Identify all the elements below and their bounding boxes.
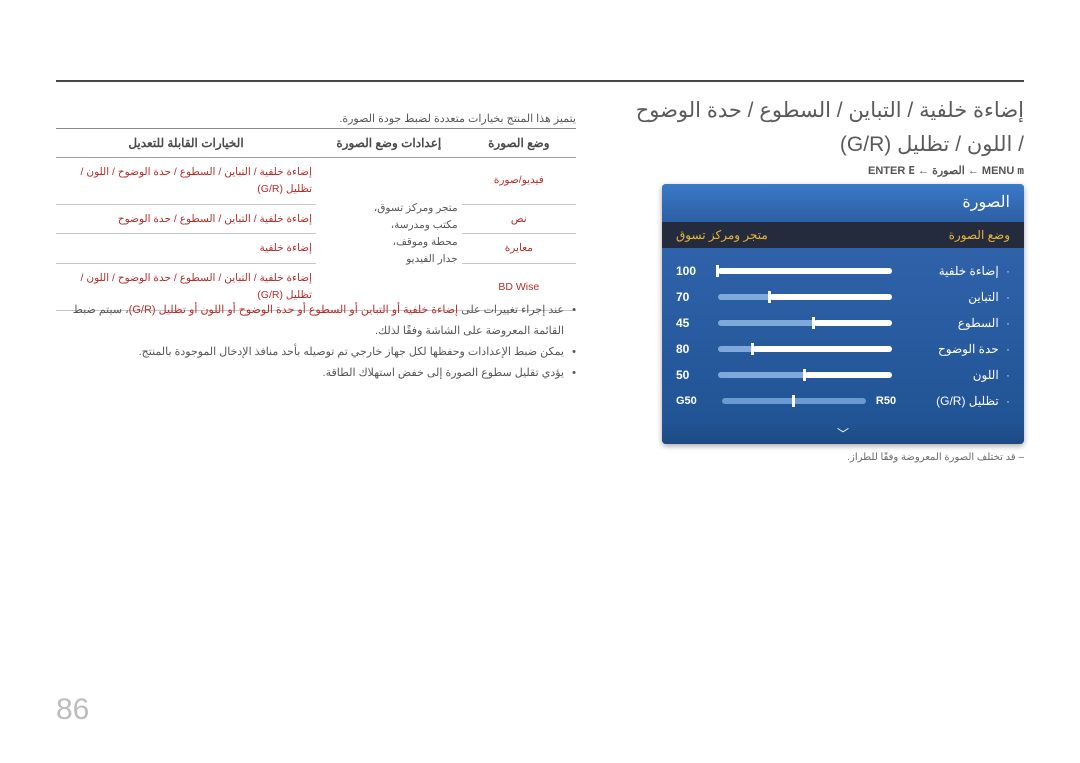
table-row: معايرة إضاءة خلفية <box>56 234 576 264</box>
options-table: وضع الصورة إعدادات وضع الصورة الخيارات ا… <box>56 128 576 311</box>
osd-row-value: 50 <box>676 368 718 382</box>
bc-menu-sym: m <box>1017 164 1024 177</box>
slider-track <box>718 320 892 326</box>
osd-slider-row[interactable]: · السطوع 45 <box>676 310 1010 336</box>
tint-g-label: G50 <box>676 395 718 407</box>
osd-row-label: · اللون <box>902 368 1010 382</box>
osd-slider[interactable] <box>718 290 892 304</box>
osd-row-value: 70 <box>676 290 718 304</box>
osd-slider[interactable] <box>718 316 892 330</box>
bc-menu: MENU <box>982 165 1014 177</box>
intro-text: يتميز هذا المنتج بخيارات متعددة لضبط جود… <box>56 112 576 125</box>
table-row: فيديو/صورةمتجر ومركز تسوق، مكتب ومدرسة، … <box>56 158 576 205</box>
section-title: إضاءة خلفية / التباين / السطوع / حدة الو… <box>654 94 1024 161</box>
osd-slider[interactable] <box>718 342 892 356</box>
osd-selected-row[interactable]: وضع الصورة متجر ومركز تسوق <box>662 222 1024 248</box>
osd-panel: الصورة وضع الصورة متجر ومركز تسوق · إضاء… <box>662 184 1024 444</box>
note-3: يؤدي تقليل سطوع الصورة إلى خفض استهلاك ا… <box>56 363 576 384</box>
osd-slider-row[interactable]: · اللون 50 <box>676 362 1010 388</box>
cell-options: إضاءة خلفية / التباين / السطوع / حدة الو… <box>56 204 316 234</box>
cell-options: إضاءة خلفية / التباين / السطوع / حدة الو… <box>56 158 316 205</box>
osd-body: · إضاءة خلفية 100 · التباين 70 · السطوع 45 · ح… <box>662 248 1024 422</box>
slider-track <box>718 294 892 300</box>
osd-sel-left: وضع الصورة <box>949 222 1010 248</box>
osd-title: الصورة <box>662 184 1024 222</box>
osd-tint-row[interactable]: · تظليل (G/R)R50 G50 <box>676 388 1010 414</box>
cell-mode: معايرة <box>462 234 576 264</box>
bc-item: الصورة <box>932 165 965 177</box>
page-number: 86 <box>56 693 89 727</box>
slider-track <box>718 268 892 274</box>
menu-breadcrumb: MENU m ← الصورة ← ENTER E <box>868 164 1024 177</box>
slider-track <box>722 398 866 404</box>
cell-options: إضاءة خلفية <box>56 234 316 264</box>
osd-slider[interactable] <box>718 368 892 382</box>
osd-slider-row[interactable]: · التباين 70 <box>676 284 1010 310</box>
th-opts: الخيارات القابلة للتعديل <box>56 129 316 158</box>
note-1-accent: إضاءة خلفية أو التباين أو السطوع أو حدة … <box>129 304 458 316</box>
th-store: إعدادات وضع الصورة <box>316 129 462 158</box>
bc-arrow-2: ← <box>918 165 929 177</box>
notes-list: عند إجراء تغييرات على إضاءة خلفية أو الت… <box>56 300 576 384</box>
note-2: يمكن ضبط الإعدادات وحفظها لكل جهاز خارجي… <box>56 342 576 363</box>
osd-row-label: · إضاءة خلفية <box>902 264 1010 278</box>
bc-enter-sym: E <box>908 164 915 177</box>
osd-row-value: 100 <box>676 264 718 278</box>
bc-arrow-1: ← <box>968 165 979 177</box>
table-row: نص إضاءة خلفية / التباين / السطوع / حدة ا… <box>56 204 576 234</box>
osd-row-label: · السطوع <box>902 316 1010 330</box>
th-mode: وضع الصورة <box>462 129 576 158</box>
osd-row-value: 80 <box>676 342 718 356</box>
osd-row-label: · حدة الوضوح <box>902 342 1010 356</box>
tint-r-label: R50 <box>870 395 902 407</box>
osd-row-label: · تظليل (G/R) <box>902 394 1010 408</box>
slider-track <box>718 346 892 352</box>
osd-slider-row[interactable]: · حدة الوضوح 80 <box>676 336 1010 362</box>
top-divider <box>56 80 1024 82</box>
osd-row-label: · التباين <box>902 290 1010 304</box>
cell-mode: نص <box>462 204 576 234</box>
bc-enter: ENTER <box>868 165 905 177</box>
cell-store: متجر ومركز تسوق، مكتب ومدرسة، محطة وموقف… <box>316 158 462 311</box>
osd-slider[interactable] <box>718 264 892 278</box>
chevron-down-icon: ﹀ <box>837 425 849 442</box>
title-line-2: / اللون / تظليل (G/R) <box>654 128 1024 162</box>
title-line-1: إضاءة خلفية / التباين / السطوع / حدة الو… <box>654 94 1024 128</box>
slider-track <box>718 372 892 378</box>
osd-slider-row[interactable]: · إضاءة خلفية 100 <box>676 258 1010 284</box>
note-1: عند إجراء تغييرات على إضاءة خلفية أو الت… <box>56 300 576 342</box>
osd-slider[interactable] <box>722 394 866 408</box>
osd-scroll-down[interactable]: ﹀ <box>662 422 1024 444</box>
osd-row-value: 45 <box>676 316 718 330</box>
cell-mode: فيديو/صورة <box>462 158 576 205</box>
osd-footnote: – قد تختلف الصورة المعروضة وفقًا للطراز. <box>662 452 1024 463</box>
osd-sel-right: متجر ومركز تسوق <box>676 222 768 248</box>
